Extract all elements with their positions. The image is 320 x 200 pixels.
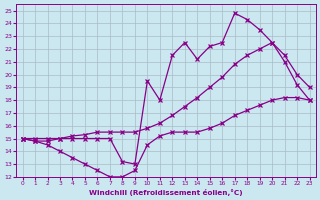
X-axis label: Windchill (Refroidissement éolien,°C): Windchill (Refroidissement éolien,°C) [89, 189, 243, 196]
